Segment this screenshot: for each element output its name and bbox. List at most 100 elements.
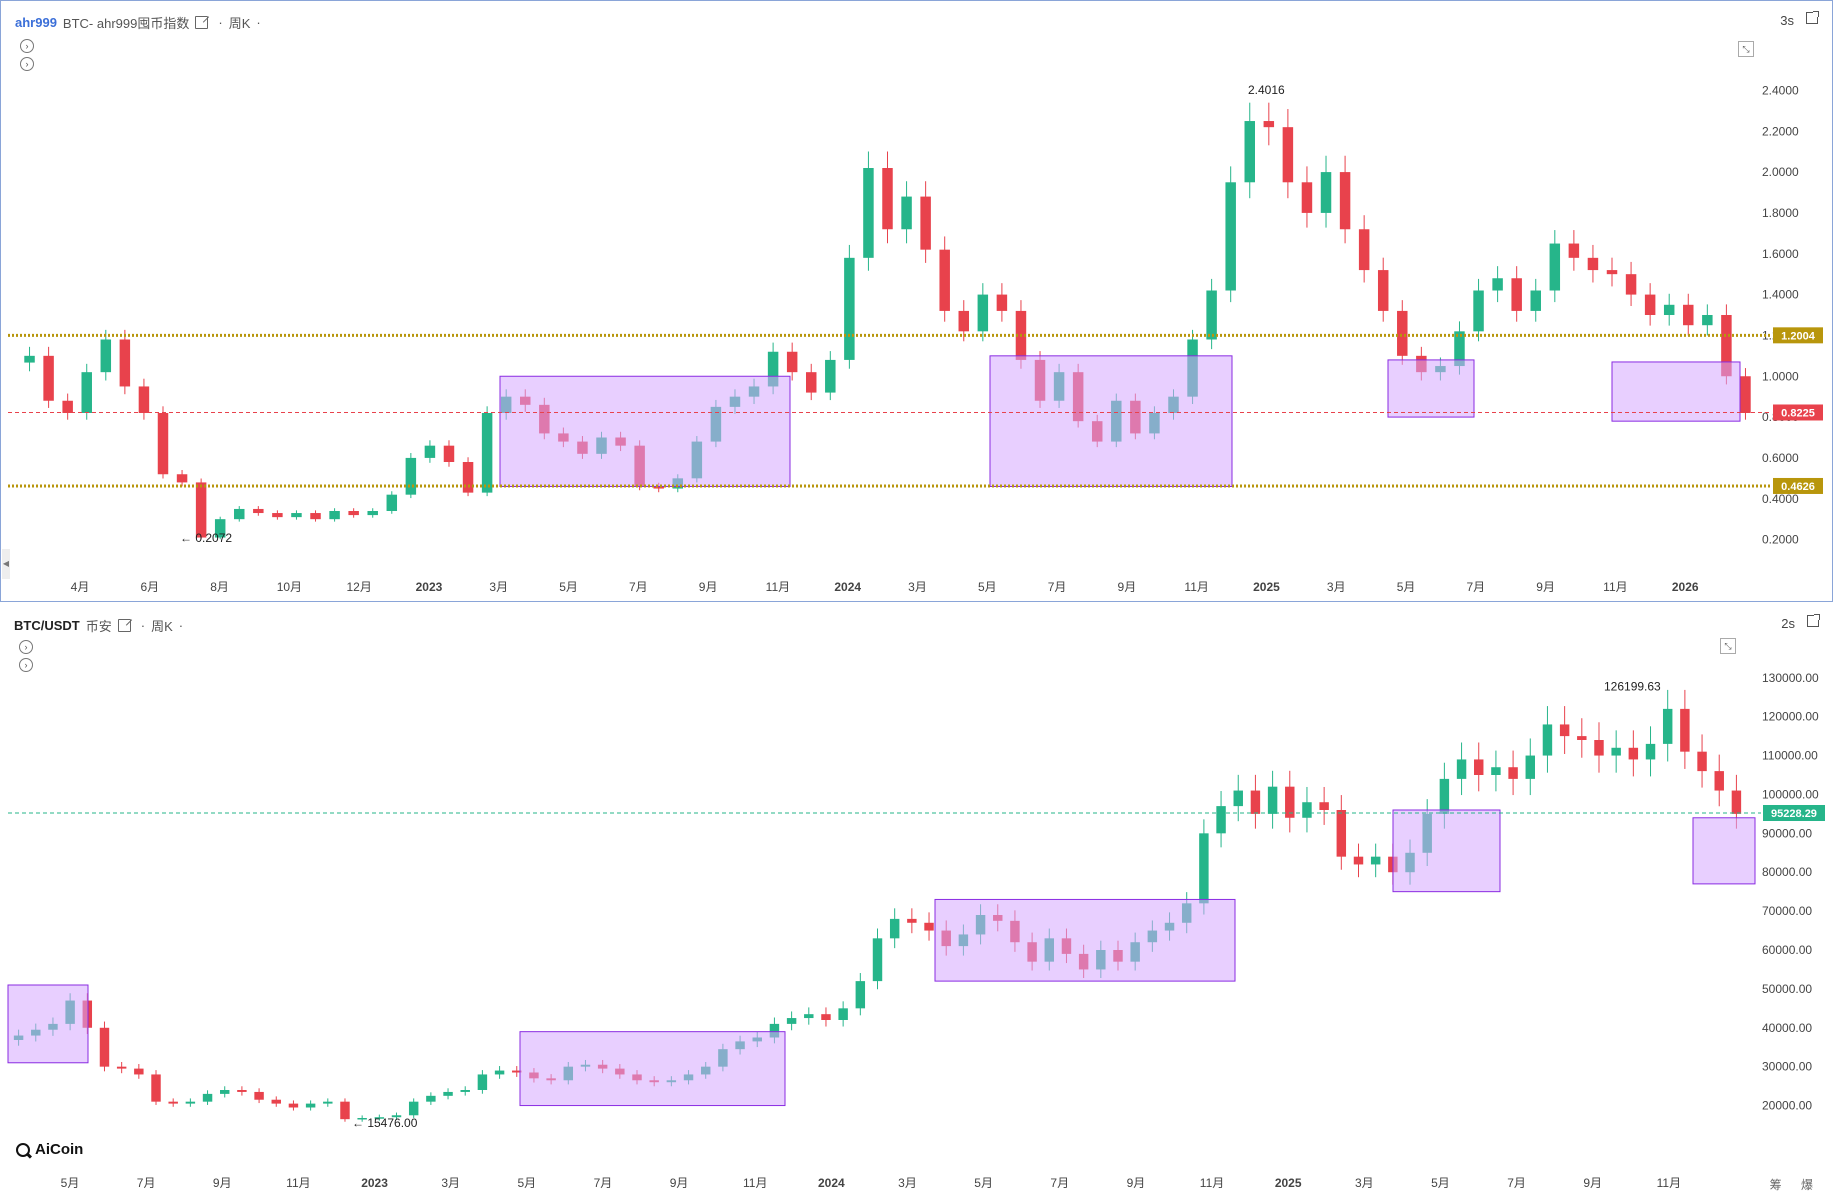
top-x-tick-label: 3月 bbox=[489, 580, 508, 594]
top-candle bbox=[1606, 270, 1618, 275]
bottom-candle bbox=[237, 1090, 247, 1092]
bottom-candle bbox=[804, 1014, 814, 1019]
bottom-symbol[interactable]: BTC/USDT bbox=[14, 618, 80, 633]
bottom-candle bbox=[1370, 856, 1381, 865]
top-x-tick-label: 9月 bbox=[1536, 580, 1555, 594]
top-candle bbox=[272, 513, 283, 518]
bottom-x-tick-label: 9月 bbox=[670, 1176, 689, 1190]
bottom-x-tick-label: 3月 bbox=[1355, 1176, 1374, 1190]
bottom-refresh-rate: 2s bbox=[1781, 616, 1795, 631]
bottom-y-tick-label: 130000.00 bbox=[1762, 671, 1819, 685]
bottom-x-tick-label: 11月 bbox=[1200, 1176, 1224, 1190]
top-candle bbox=[901, 196, 912, 230]
top-symbol[interactable]: ahr999 bbox=[15, 15, 57, 30]
top-candle bbox=[481, 413, 493, 493]
bottom-candle bbox=[1645, 743, 1656, 760]
highlight-box bbox=[934, 898, 1236, 982]
bottom-x-tick-label: 9月 bbox=[1583, 1176, 1602, 1190]
top-period[interactable]: 周K bbox=[228, 16, 251, 31]
top-candle bbox=[138, 386, 150, 413]
bottom-candle bbox=[271, 1099, 281, 1104]
bottom-x-tick-label: 7月 bbox=[1507, 1176, 1526, 1190]
top-candle bbox=[157, 413, 169, 475]
bottom-candle bbox=[151, 1074, 161, 1102]
bottom-period[interactable]: 周K bbox=[151, 619, 173, 634]
corner-tools[interactable]: 筹 爆 bbox=[1769, 1178, 1821, 1192]
top-candle bbox=[348, 511, 359, 516]
bottom-candle bbox=[1456, 759, 1467, 779]
top-candle bbox=[1721, 315, 1732, 377]
bottom-candle bbox=[1577, 736, 1587, 740]
bottom-y-tick-label: 120000.00 bbox=[1762, 710, 1819, 724]
top-x-tick-label: 7月 bbox=[1048, 580, 1067, 594]
min-annotation: ← 15476.00 bbox=[352, 1116, 418, 1130]
bottom-chart-header: BTC/USDT 币安 · 周K · bbox=[14, 618, 184, 634]
top-candle bbox=[1377, 270, 1389, 311]
top-candle bbox=[119, 339, 131, 387]
bottom-candle bbox=[426, 1095, 436, 1102]
bottom-x-tick-label: 3月 bbox=[898, 1176, 917, 1190]
top-candle bbox=[1530, 290, 1541, 311]
bottom-y-tick-label: 80000.00 bbox=[1762, 865, 1812, 879]
highlight-box bbox=[1387, 359, 1475, 418]
bottom-candle bbox=[1285, 786, 1295, 818]
top-x-tick-label: 5月 bbox=[1397, 580, 1416, 594]
bottom-candle bbox=[1525, 755, 1535, 779]
bottom-candle bbox=[769, 1023, 780, 1038]
bottom-candle bbox=[512, 1070, 522, 1073]
bottom-candle bbox=[1542, 724, 1553, 756]
bottom-candle bbox=[1714, 771, 1724, 791]
top-x-tick-label: 9月 bbox=[1118, 580, 1137, 594]
bottom-candle bbox=[1594, 740, 1604, 756]
fullscreen-icon[interactable] bbox=[1807, 614, 1820, 627]
highlight-box bbox=[989, 355, 1233, 488]
expand-indicator-icon[interactable]: › bbox=[19, 640, 33, 654]
bottom-candle bbox=[821, 1014, 831, 1020]
top-x-tick-label: 7月 bbox=[629, 580, 648, 594]
bottom-candle bbox=[134, 1068, 144, 1075]
collapse-icon[interactable]: ⤡ bbox=[1738, 41, 1754, 57]
top-x-tick-label: 3月 bbox=[1327, 580, 1346, 594]
top-x-tick-label: 5月 bbox=[559, 580, 578, 594]
top-x-tick-label: 2023 bbox=[416, 580, 443, 594]
top-candle bbox=[424, 445, 436, 458]
top-candle bbox=[844, 257, 855, 360]
top-candle bbox=[1473, 290, 1484, 332]
expand-indicator-icon[interactable]: › bbox=[20, 39, 34, 53]
highlight-box bbox=[1611, 361, 1741, 422]
bottom-y-tick-label: 70000.00 bbox=[1762, 904, 1812, 918]
top-candle bbox=[386, 494, 398, 511]
aicoin-logo: AiCoin bbox=[16, 1141, 83, 1158]
top-x-tick-label: 11月 bbox=[1603, 580, 1627, 594]
top-candle bbox=[1625, 274, 1637, 295]
expand-indicator-icon[interactable]: › bbox=[20, 57, 34, 71]
bottom-y-tick-label: 20000.00 bbox=[1762, 1099, 1812, 1113]
top-title: BTC- ahr999囤币指数 bbox=[62, 16, 190, 31]
top-x-tick-label: 4月 bbox=[71, 580, 90, 594]
scroll-left-icon[interactable]: ◀ bbox=[2, 549, 10, 579]
top-candle bbox=[1358, 229, 1370, 271]
bottom-x-tick-label: 7月 bbox=[137, 1176, 156, 1190]
bottom-candle bbox=[1336, 810, 1347, 857]
fullscreen-icon[interactable] bbox=[1806, 11, 1819, 24]
highlight-box bbox=[499, 375, 791, 487]
btc-usdt-chart-panel: BTC/USDT 币安 · 周K · › › 2s ⤡ bbox=[0, 604, 1833, 1196]
bottom-x-tick-label: 11月 bbox=[286, 1176, 310, 1190]
top-candle bbox=[1225, 182, 1236, 291]
bottom-y-tick-label: 90000.00 bbox=[1762, 826, 1812, 840]
expand-indicator-icon[interactable]: › bbox=[19, 658, 33, 672]
top-candle bbox=[863, 168, 874, 258]
edit-icon[interactable] bbox=[117, 619, 131, 632]
top-candle bbox=[1663, 304, 1675, 315]
top-y-tick-label: 0.2000 bbox=[1762, 533, 1799, 547]
collapse-icon[interactable]: ⤡ bbox=[1720, 638, 1736, 654]
top-candle bbox=[1511, 278, 1522, 311]
bottom-candle bbox=[1353, 856, 1364, 865]
bottom-x-tick-label: 7月 bbox=[1050, 1176, 1069, 1190]
price-tag-label: 1.2004 bbox=[1781, 330, 1816, 342]
top-candle bbox=[1644, 294, 1656, 315]
top-candle bbox=[329, 511, 340, 520]
bottom-x-tick-label: 11月 bbox=[1657, 1176, 1681, 1190]
edit-icon[interactable] bbox=[195, 16, 209, 29]
